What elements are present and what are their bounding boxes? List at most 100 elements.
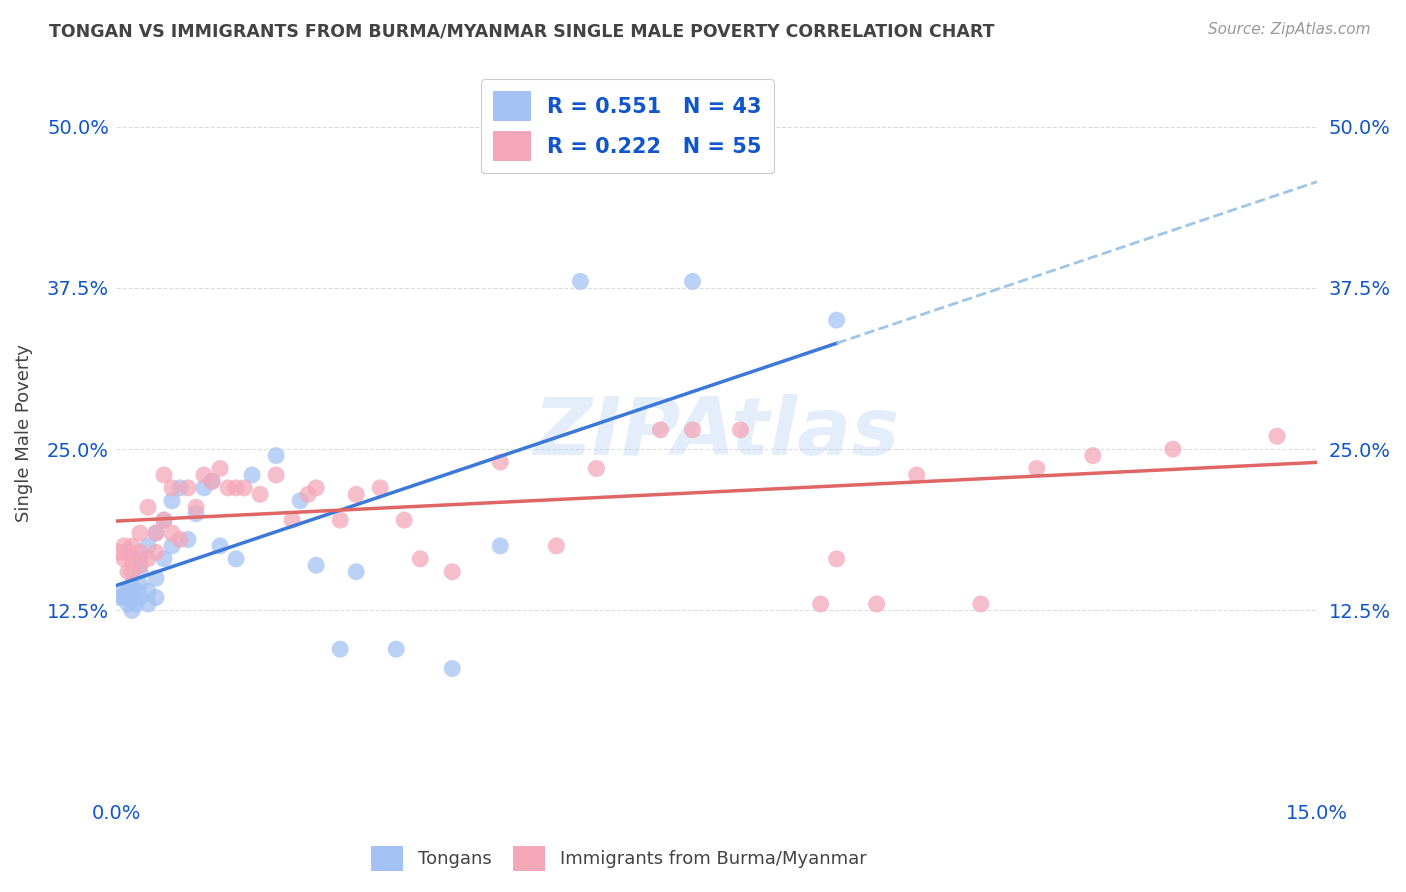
Point: [136, 584, 159, 599]
Point: [682, 274, 704, 288]
Point: [209, 461, 232, 475]
Point: [121, 551, 143, 566]
Text: ZIPAtlas: ZIPAtlas: [533, 394, 900, 472]
Point: [569, 274, 592, 288]
Point: [193, 481, 215, 495]
Point: [368, 481, 391, 495]
Point: [129, 591, 152, 605]
Point: [585, 461, 607, 475]
Point: [160, 526, 183, 541]
Point: [201, 475, 224, 489]
Point: [344, 565, 367, 579]
Point: [121, 539, 143, 553]
Point: [112, 584, 135, 599]
Point: [329, 642, 352, 657]
Point: [240, 467, 263, 482]
Point: [108, 545, 131, 559]
Point: [129, 558, 152, 573]
Point: [281, 513, 304, 527]
Point: [117, 584, 139, 599]
Point: [136, 551, 159, 566]
Point: [129, 565, 152, 579]
Point: [233, 481, 256, 495]
Point: [905, 467, 928, 482]
Point: [125, 597, 148, 611]
Point: [117, 545, 139, 559]
Point: [329, 513, 352, 527]
Point: [129, 526, 152, 541]
Point: [121, 577, 143, 591]
Point: [125, 584, 148, 599]
Point: [145, 526, 167, 541]
Point: [1025, 461, 1047, 475]
Point: [160, 493, 183, 508]
Point: [112, 591, 135, 605]
Point: [145, 545, 167, 559]
Point: [394, 513, 416, 527]
Point: [1161, 442, 1184, 457]
Legend: R = 0.551   N = 43, R = 0.222   N = 55: R = 0.551 N = 43, R = 0.222 N = 55: [481, 78, 775, 173]
Text: Source: ZipAtlas.com: Source: ZipAtlas.com: [1208, 22, 1371, 37]
Point: [489, 455, 512, 469]
Point: [264, 449, 287, 463]
Point: [682, 423, 704, 437]
Point: [344, 487, 367, 501]
Point: [441, 661, 464, 675]
Point: [825, 313, 848, 327]
Point: [160, 481, 183, 495]
Point: [297, 487, 319, 501]
Point: [225, 481, 247, 495]
Point: [970, 597, 993, 611]
Point: [169, 481, 191, 495]
Point: [177, 481, 200, 495]
Point: [121, 591, 143, 605]
Point: [249, 487, 271, 501]
Point: [288, 493, 311, 508]
Text: TONGAN VS IMMIGRANTS FROM BURMA/MYANMAR SINGLE MALE POVERTY CORRELATION CHART: TONGAN VS IMMIGRANTS FROM BURMA/MYANMAR …: [49, 22, 994, 40]
Point: [409, 551, 432, 566]
Point: [1081, 449, 1104, 463]
Point: [184, 500, 207, 515]
Point: [193, 467, 215, 482]
Point: [145, 526, 167, 541]
Point: [730, 423, 752, 437]
Point: [112, 551, 135, 566]
Point: [1265, 429, 1288, 443]
Point: [825, 551, 848, 566]
Point: [112, 539, 135, 553]
Point: [201, 475, 224, 489]
Point: [153, 467, 176, 482]
Point: [305, 558, 328, 573]
Point: [217, 481, 239, 495]
Y-axis label: Single Male Poverty: Single Male Poverty: [15, 344, 32, 522]
Point: [305, 481, 328, 495]
Point: [136, 539, 159, 553]
Point: [160, 539, 183, 553]
Point: [441, 565, 464, 579]
Point: [129, 545, 152, 559]
Point: [169, 533, 191, 547]
Point: [153, 551, 176, 566]
Point: [489, 539, 512, 553]
Point: [650, 423, 672, 437]
Point: [546, 539, 568, 553]
Point: [153, 513, 176, 527]
Point: [177, 533, 200, 547]
Point: [121, 565, 143, 579]
Point: [129, 551, 152, 566]
Point: [145, 591, 167, 605]
Point: [866, 597, 889, 611]
Point: [136, 500, 159, 515]
Point: [121, 603, 143, 617]
Point: [129, 577, 152, 591]
Point: [145, 571, 167, 585]
Point: [264, 467, 287, 482]
Point: [810, 597, 832, 611]
Point: [505, 158, 527, 172]
Point: [136, 597, 159, 611]
Point: [153, 513, 176, 527]
Point: [225, 551, 247, 566]
Point: [209, 539, 232, 553]
Point: [117, 565, 139, 579]
Point: [108, 591, 131, 605]
